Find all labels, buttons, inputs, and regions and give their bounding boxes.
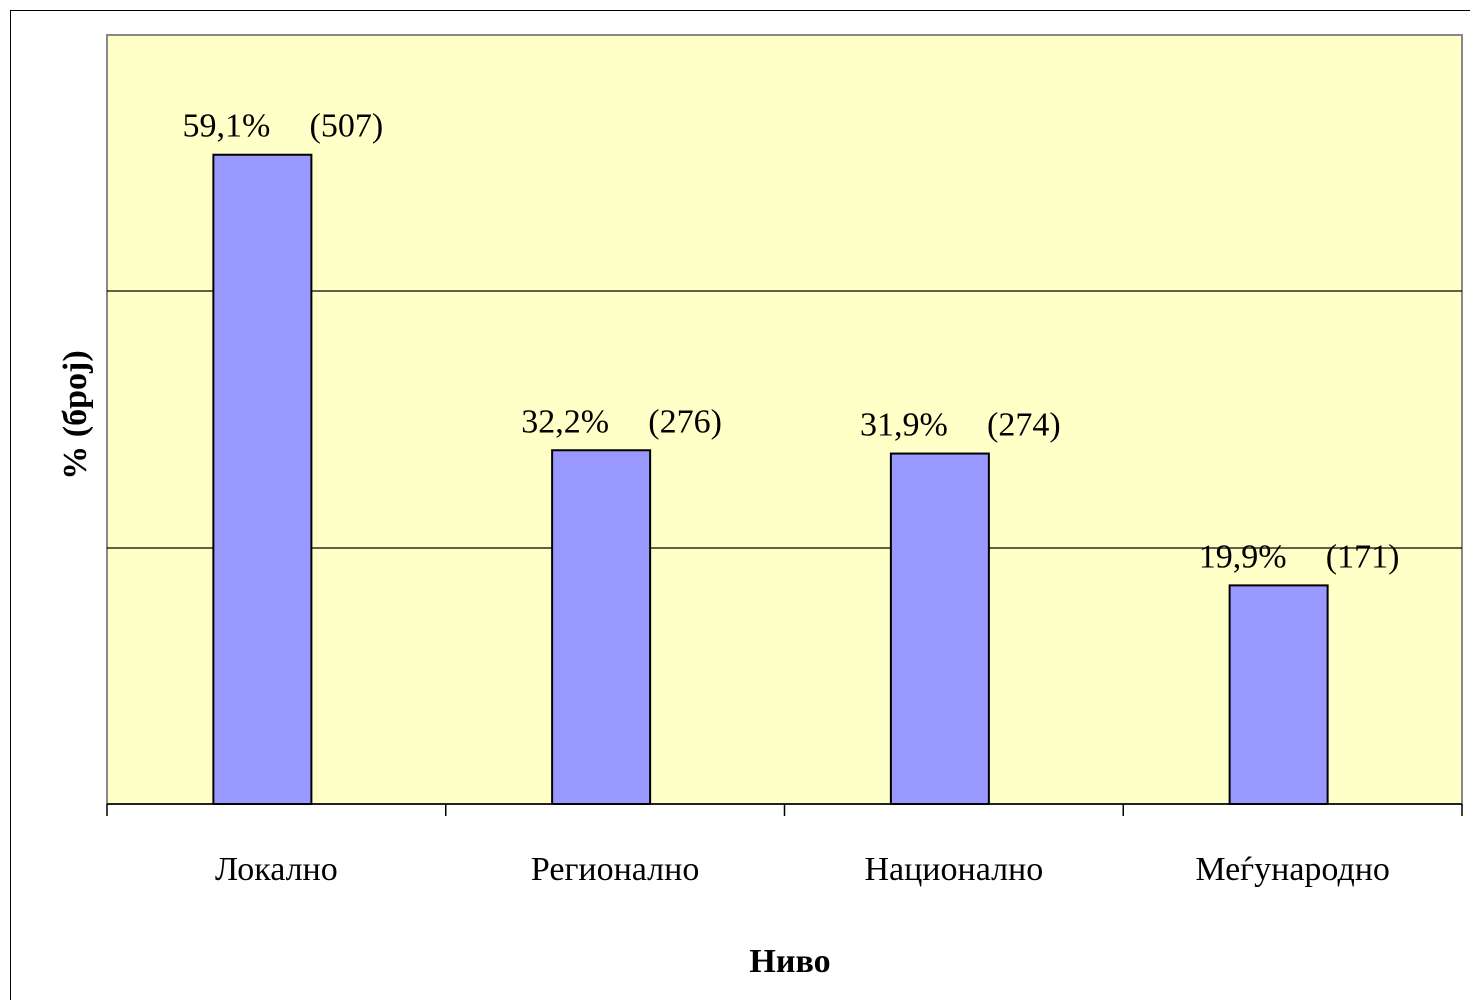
x-tick-label: Меѓународно bbox=[1195, 851, 1390, 888]
bar-2 bbox=[551, 449, 652, 805]
bars bbox=[212, 153, 1329, 806]
x-tick-label: Локално bbox=[215, 851, 338, 888]
data-label-count: (171) bbox=[1326, 538, 1400, 575]
data-label-count: (274) bbox=[987, 407, 1061, 444]
x-axis-title: Ниво bbox=[749, 943, 830, 980]
bar-4 bbox=[1228, 584, 1329, 805]
data-label-count: (276) bbox=[648, 403, 722, 440]
x-tick-label: Регионално bbox=[531, 851, 699, 888]
bar-3 bbox=[889, 452, 990, 805]
data-label-percent: 31,9% bbox=[860, 407, 948, 444]
chart-frame bbox=[10, 10, 1470, 1000]
y-axis-title: % (број) bbox=[57, 350, 94, 479]
gridlines bbox=[107, 290, 1462, 549]
data-labels: 59,1% (507) 32,2% (276) 31,9% (274) 19,9% (171) bbox=[182, 108, 1399, 576]
data-label-percent: 32,2% bbox=[521, 403, 609, 440]
axes bbox=[106, 803, 1463, 816]
x-tick-label: Национално bbox=[864, 851, 1043, 888]
data-label-percent: 59,1% bbox=[182, 108, 270, 145]
x-tick-labels: Локално Регионално Национално Меѓународно bbox=[215, 851, 1390, 888]
data-label-percent: 19,9% bbox=[1199, 538, 1287, 575]
bar-1 bbox=[212, 153, 313, 806]
data-label-count: (507) bbox=[310, 108, 384, 145]
